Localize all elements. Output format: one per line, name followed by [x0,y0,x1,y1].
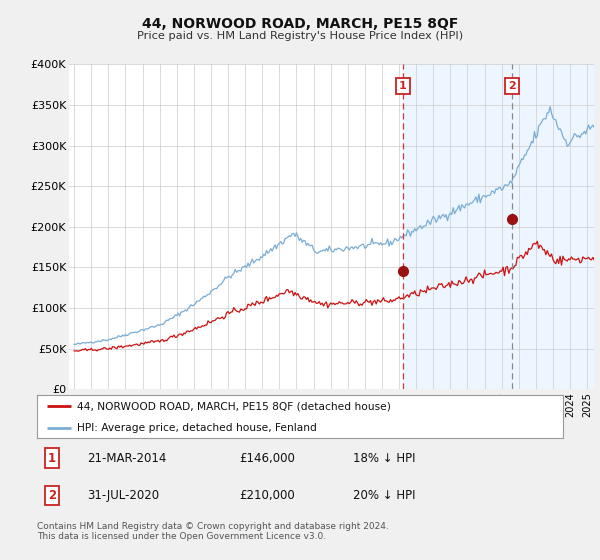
Text: HPI: Average price, detached house, Fenland: HPI: Average price, detached house, Fenl… [77,423,317,432]
Text: 1: 1 [399,81,407,91]
Bar [403,64,594,389]
Text: Price paid vs. HM Land Registry's House Price Index (HPI): Price paid vs. HM Land Registry's House … [137,31,463,41]
Text: 18% ↓ HPI: 18% ↓ HPI [353,452,415,465]
Text: £146,000: £146,000 [239,452,295,465]
Text: 31-JUL-2020: 31-JUL-2020 [87,489,159,502]
Text: 1: 1 [48,452,56,465]
Text: Contains HM Land Registry data © Crown copyright and database right 2024.
This d: Contains HM Land Registry data © Crown c… [37,522,389,542]
Text: 21-MAR-2014: 21-MAR-2014 [87,452,167,465]
Text: £210,000: £210,000 [239,489,295,502]
Text: 2: 2 [48,489,56,502]
Text: 44, NORWOOD ROAD, MARCH, PE15 8QF: 44, NORWOOD ROAD, MARCH, PE15 8QF [142,17,458,31]
Text: 2: 2 [508,81,515,91]
Text: 20% ↓ HPI: 20% ↓ HPI [353,489,415,502]
Text: 44, NORWOOD ROAD, MARCH, PE15 8QF (detached house): 44, NORWOOD ROAD, MARCH, PE15 8QF (detac… [77,401,391,411]
